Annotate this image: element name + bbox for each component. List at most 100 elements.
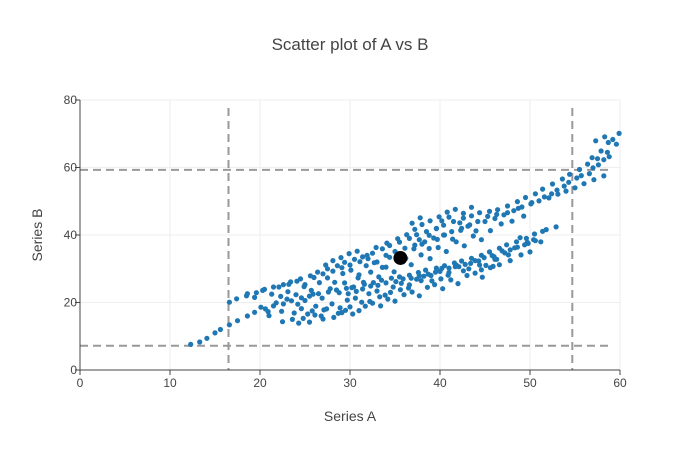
data-point <box>507 258 513 264</box>
data-point <box>309 308 315 314</box>
data-point <box>402 245 408 251</box>
data-point <box>435 244 441 251</box>
data-point <box>414 232 420 238</box>
data-point <box>522 194 529 201</box>
data-point <box>367 298 373 305</box>
data-point <box>330 268 336 274</box>
data-point <box>336 290 342 296</box>
data-point <box>295 301 301 307</box>
data-point <box>466 266 472 272</box>
data-point <box>373 244 379 251</box>
data-point <box>270 284 277 290</box>
data-point <box>289 316 295 322</box>
data-point <box>359 299 365 305</box>
data-point <box>432 269 439 275</box>
data-point <box>279 308 285 314</box>
data-point <box>546 195 552 201</box>
data-point <box>355 275 361 281</box>
data-point <box>342 280 348 286</box>
data-point <box>363 263 369 269</box>
data-point <box>441 232 447 238</box>
data-point <box>485 213 491 219</box>
data-point <box>439 265 445 271</box>
data-point <box>468 204 475 210</box>
grid <box>80 99 621 370</box>
reference-lines <box>80 108 612 370</box>
data-point <box>296 320 302 326</box>
y-tick-label: 60 <box>64 161 78 175</box>
data-point <box>452 206 458 212</box>
data-point <box>572 185 578 191</box>
data-point <box>566 179 572 185</box>
data-point <box>278 293 284 299</box>
axes: 0 10 20 30 40 50 60 0 20 40 60 80 <box>64 93 627 390</box>
data-point <box>477 262 483 268</box>
data-point <box>291 310 297 316</box>
data-point <box>348 267 354 273</box>
data-point <box>421 273 427 279</box>
data-point <box>401 292 407 298</box>
data-point <box>481 255 487 261</box>
data-point <box>416 237 422 243</box>
data-point <box>406 235 412 241</box>
data-point <box>518 252 524 258</box>
data-point <box>423 229 430 235</box>
data-point <box>315 291 322 297</box>
data-point <box>300 315 306 321</box>
data-point <box>217 326 223 333</box>
data-point <box>347 262 353 268</box>
data-point <box>349 285 355 291</box>
data-point <box>478 267 484 273</box>
data-point <box>313 303 319 309</box>
y-tick-label: 20 <box>64 296 78 310</box>
data-point <box>273 300 279 306</box>
data-point <box>234 318 241 324</box>
data-point <box>293 292 299 298</box>
data-point <box>391 269 397 275</box>
data-point <box>404 232 410 238</box>
data-point <box>504 203 511 209</box>
data-point <box>432 282 438 288</box>
data-point <box>269 291 275 297</box>
data-point <box>337 305 343 311</box>
data-point <box>427 256 433 262</box>
data-point <box>340 270 346 277</box>
data-point <box>379 246 385 252</box>
data-point <box>567 171 573 177</box>
data-point <box>532 191 539 197</box>
data-point <box>188 341 194 347</box>
data-point <box>444 209 450 215</box>
data-point <box>416 273 422 279</box>
data-point <box>536 198 542 204</box>
data-point <box>408 275 414 281</box>
data-point <box>524 239 530 245</box>
x-tick-label: 40 <box>433 376 447 390</box>
y-tick-label: 40 <box>64 228 78 242</box>
data-point <box>390 284 396 290</box>
data-point <box>258 304 264 310</box>
data-point <box>383 252 389 258</box>
data-point <box>504 242 510 248</box>
data-point <box>395 236 401 242</box>
data-point <box>244 313 250 319</box>
data-point <box>541 194 548 200</box>
data-point <box>494 211 500 217</box>
data-point <box>448 277 454 283</box>
data-point <box>360 254 366 260</box>
data-point <box>339 310 345 316</box>
data-point <box>440 286 446 292</box>
data-point <box>365 256 371 262</box>
data-point <box>591 177 597 183</box>
data-point <box>331 314 337 320</box>
data-point <box>285 289 291 295</box>
data-point <box>311 274 317 281</box>
data-point <box>343 285 349 291</box>
y-axis-title: Series B <box>29 209 45 262</box>
data-point <box>446 214 452 220</box>
data-point <box>446 269 452 276</box>
data-point <box>509 218 515 224</box>
data-point <box>521 213 527 219</box>
data-point <box>549 181 556 187</box>
y-tick-label: 80 <box>64 93 78 107</box>
